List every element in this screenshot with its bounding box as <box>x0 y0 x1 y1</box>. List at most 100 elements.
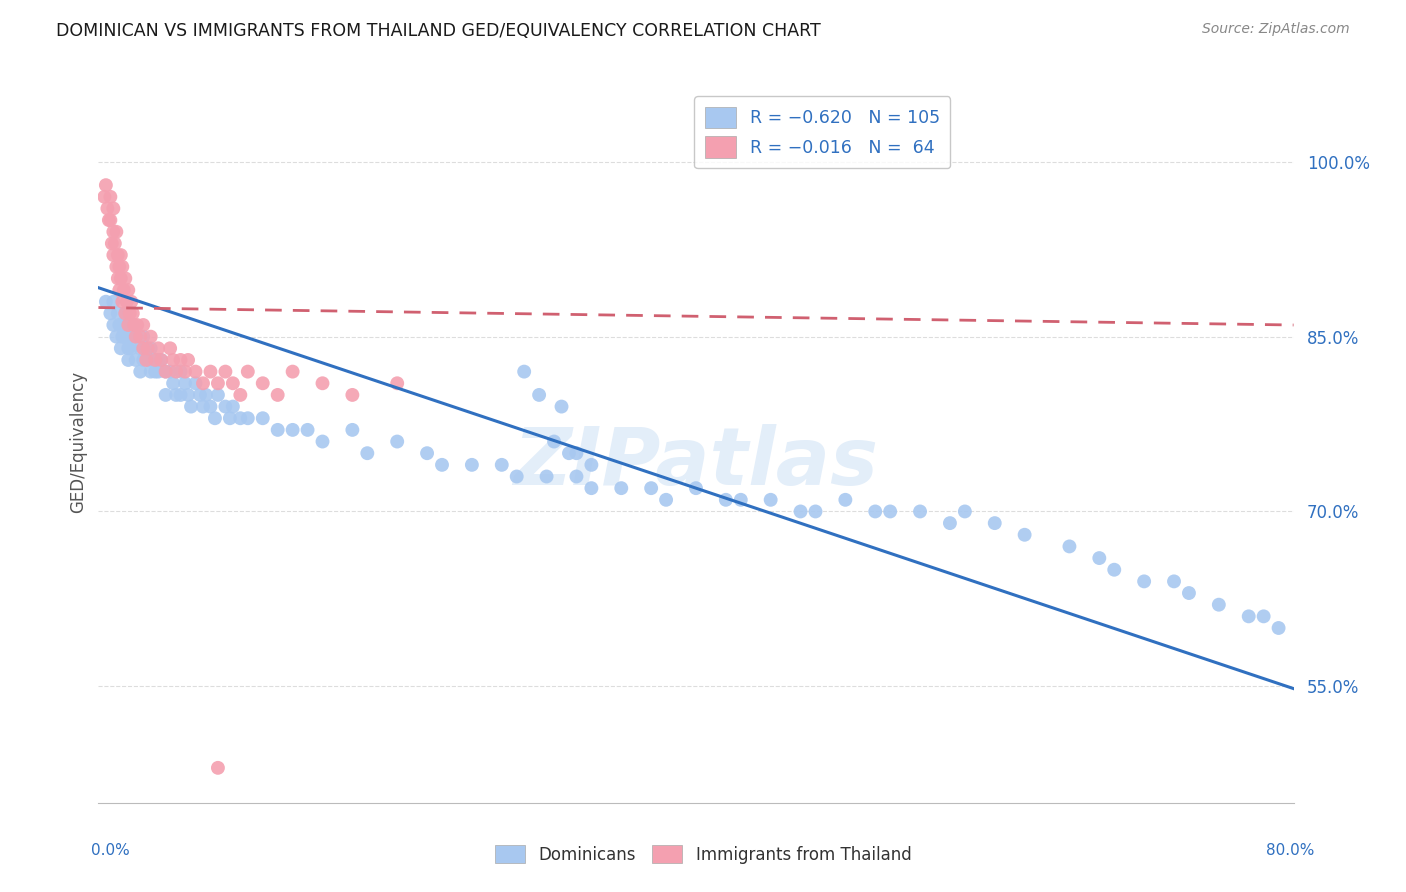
Point <box>139 329 162 343</box>
Point <box>1208 598 1230 612</box>
Point <box>281 423 304 437</box>
Point <box>114 271 136 285</box>
Point <box>117 353 139 368</box>
Point <box>1014 528 1036 542</box>
Point <box>311 376 333 391</box>
Point <box>1267 621 1289 635</box>
Point <box>789 504 811 518</box>
Point <box>111 294 134 309</box>
Point <box>132 329 155 343</box>
Point <box>908 504 931 518</box>
Point <box>204 411 226 425</box>
Point <box>1237 609 1260 624</box>
Point <box>120 294 142 309</box>
Text: 80.0%: 80.0% <box>1267 843 1315 858</box>
Point <box>98 306 122 320</box>
Point <box>117 283 139 297</box>
Point <box>117 318 139 332</box>
Point <box>112 283 135 297</box>
Point <box>939 516 962 530</box>
Point <box>98 213 122 227</box>
Point <box>120 329 142 343</box>
Point <box>581 481 603 495</box>
Point <box>135 353 157 368</box>
Point <box>188 388 211 402</box>
Point <box>252 411 274 425</box>
Point <box>1178 586 1201 600</box>
Point <box>121 318 143 332</box>
Point <box>174 365 197 379</box>
Point <box>200 365 222 379</box>
Point <box>105 260 128 274</box>
Point <box>214 365 236 379</box>
Point <box>135 341 157 355</box>
Point <box>356 446 378 460</box>
Point <box>1059 540 1081 554</box>
Point <box>236 411 259 425</box>
Point <box>162 376 184 391</box>
Point <box>804 504 827 518</box>
Point <box>103 225 125 239</box>
Point <box>759 492 782 507</box>
Point <box>141 353 163 368</box>
Point <box>125 353 148 368</box>
Point <box>1253 609 1275 624</box>
Point <box>127 318 149 332</box>
Point <box>148 341 170 355</box>
Point <box>543 434 565 449</box>
Text: 0.0%: 0.0% <box>91 843 131 858</box>
Point <box>191 376 214 391</box>
Point <box>162 353 184 368</box>
Point <box>117 341 139 355</box>
Point <box>110 271 132 285</box>
Point <box>107 271 129 285</box>
Point <box>136 353 159 368</box>
Point <box>159 341 181 355</box>
Point <box>191 400 214 414</box>
Point <box>229 411 252 425</box>
Point <box>177 353 200 368</box>
Point <box>342 388 364 402</box>
Point <box>105 225 128 239</box>
Point <box>120 341 142 355</box>
Point <box>124 318 146 332</box>
Point <box>93 190 115 204</box>
Point <box>229 388 252 402</box>
Point <box>111 329 134 343</box>
Point <box>104 236 127 251</box>
Point <box>1104 563 1126 577</box>
Point <box>103 202 125 216</box>
Point <box>136 341 159 355</box>
Point <box>214 400 236 414</box>
Point <box>267 423 290 437</box>
Point <box>103 248 125 262</box>
Point <box>984 516 1007 530</box>
Point <box>94 294 117 309</box>
Point <box>165 365 187 379</box>
Point <box>143 353 166 368</box>
Point <box>165 388 187 402</box>
Point <box>730 492 752 507</box>
Point <box>200 400 222 414</box>
Point <box>114 329 136 343</box>
Point <box>132 353 155 368</box>
Point <box>125 329 148 343</box>
Point <box>98 190 122 204</box>
Text: ZIPatlas: ZIPatlas <box>513 425 879 502</box>
Point <box>132 318 155 332</box>
Text: Source: ZipAtlas.com: Source: ZipAtlas.com <box>1202 22 1350 37</box>
Point <box>222 376 245 391</box>
Text: DOMINICAN VS IMMIGRANTS FROM THAILAND GED/EQUIVALENCY CORRELATION CHART: DOMINICAN VS IMMIGRANTS FROM THAILAND GE… <box>56 22 821 40</box>
Point <box>491 458 513 472</box>
Point <box>107 306 129 320</box>
Point <box>267 388 290 402</box>
Point <box>121 306 143 320</box>
Y-axis label: GED/Equivalency: GED/Equivalency <box>69 370 87 513</box>
Point <box>513 365 536 379</box>
Point <box>1133 574 1156 589</box>
Point <box>281 365 304 379</box>
Point <box>177 388 200 402</box>
Legend: Dominicans, Immigrants from Thailand: Dominicans, Immigrants from Thailand <box>488 838 918 871</box>
Point <box>865 504 887 518</box>
Point <box>155 365 177 379</box>
